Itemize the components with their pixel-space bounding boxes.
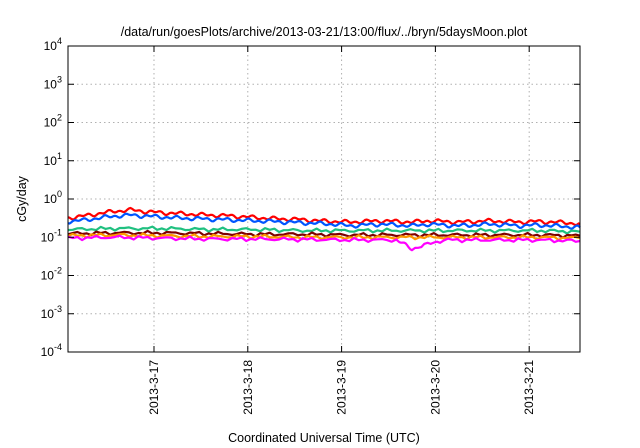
x-tick-label: 2013-3-20 [428,360,442,415]
y-axis-ticks: 10-4 10-3 10-2 10-1 100 101 102 103 104 [41,36,580,359]
y-tick-label: 102 [44,113,62,130]
x-tick-label: 2013-3-18 [241,360,255,415]
y-tick-label: 101 [44,151,62,168]
y-tick-label: 10-3 [41,304,62,321]
series-line [67,234,581,252]
y-tick-label: 10-1 [41,227,62,244]
x-tick-label: 2013-3-21 [522,360,536,415]
x-tick-label: 2013-3-19 [335,360,349,415]
y-tick-label: 10-2 [41,266,62,283]
series-line [67,212,581,230]
chart-title: /data/run/goesPlots/archive/2013-03-21/1… [121,25,528,39]
x-tick-label: 2013-3-17 [147,360,161,415]
y-tick-label: 104 [44,36,62,53]
y-axis-label: cGy/day [15,175,29,222]
series-line [67,232,581,241]
y-tick-label: 100 [44,189,62,206]
x-axis-label: Coordinated Universal Time (UTC) [228,431,420,445]
x-axis-ticks: 2013-3-17 2013-3-18 2013-3-19 2013-3-20 2013… [147,46,536,415]
y-tick-label: 103 [44,74,62,91]
series-lines [67,206,581,252]
grid-lines [68,46,580,352]
y-tick-label: 10-4 [41,342,62,359]
series-line [67,206,581,227]
series-line [67,225,581,235]
